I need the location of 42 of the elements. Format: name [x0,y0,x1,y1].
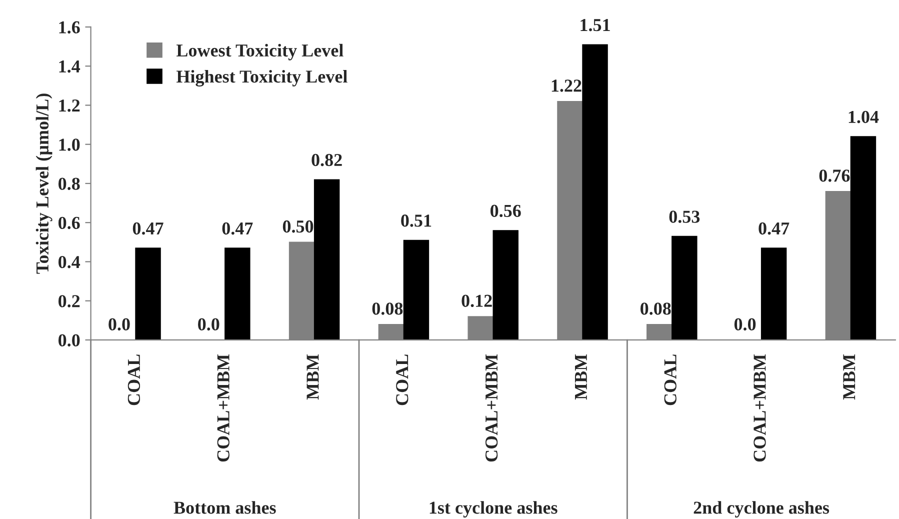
data-label: 1.22 [552,80,582,92]
data-label: 0.47 [132,222,164,235]
legend-label: Highest Toxicity Level [176,70,348,87]
x-tick-label: COAL [128,354,140,406]
x-tick-label: COAL+MBM [485,354,498,462]
y-tick-label: 0.6 [58,216,80,230]
data-label: 0.47 [222,222,253,235]
y-tick-label: 1.6 [59,21,80,34]
y-axis-title: Toxicity Level (µmol/L) [36,94,52,274]
x-tick-label: MBM [306,354,319,400]
y-tick-label: 1.0 [59,138,80,151]
x-tick-label: COAL [664,354,676,406]
x-tick-label: COAL+MBM [217,354,230,462]
data-label: 0.76 [819,170,850,182]
legend-label: Lowest Toxicity Level [176,44,344,60]
y-tick-label: 0.8 [58,178,80,190]
text: Bottom ashes [174,501,276,514]
y-tick-label: 1.2 [59,100,80,112]
data-label: 0.50 [282,220,314,233]
y-tick-label: 0.0 [58,334,80,346]
data-label: 0.82 [312,154,342,166]
data-label: 0.0 [108,318,130,330]
x-tick-label: MBM [575,354,587,400]
data-label: 0.12 [462,294,492,308]
text: 1st cyclone ashes [430,501,558,518]
data-label: 0.53 [669,210,700,223]
data-label: 0.51 [401,214,432,227]
data-label: 0.47 [758,222,790,235]
x-tick-label: MBM [843,354,856,400]
x-tick-label: COAL+MBM [754,354,766,462]
y-tick-label: 0.2 [58,295,80,308]
y-tick-label: 1.4 [59,60,80,73]
data-label: 0.0 [198,318,220,330]
data-label: 0.08 [640,302,671,315]
data-label: 0.56 [490,204,521,218]
data-label: 1.51 [580,19,610,32]
data-label: 1.04 [848,110,879,124]
x-tick-label: COAL [396,354,408,406]
text: 2nd cyclone ashes [694,501,830,518]
y-tick-label: 0.4 [58,256,80,268]
data-label: 0.0 [734,318,756,330]
data-label: 0.08 [372,302,403,315]
